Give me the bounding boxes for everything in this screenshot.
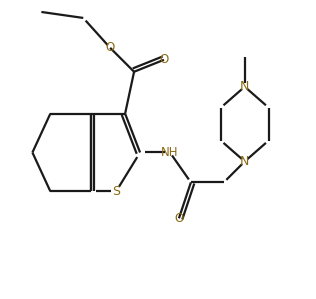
Text: O: O (106, 41, 115, 54)
Text: N: N (240, 80, 249, 93)
Text: N: N (240, 155, 249, 168)
Text: O: O (159, 53, 169, 66)
Text: O: O (174, 212, 184, 225)
Text: S: S (112, 185, 120, 198)
Text: NH: NH (161, 146, 179, 159)
